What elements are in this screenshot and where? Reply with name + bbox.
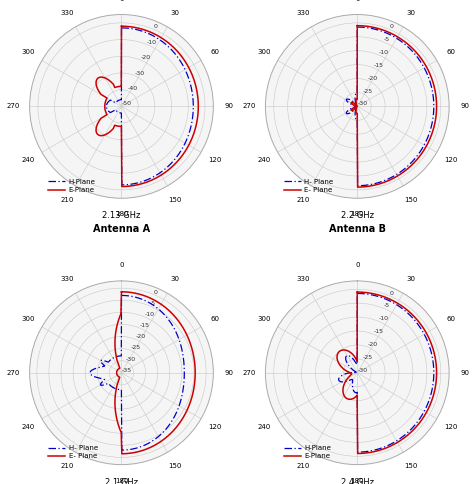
H-Plane xyxy=(114,108,119,114)
Text: Antenna A: Antenna A xyxy=(93,224,150,234)
H-Plane xyxy=(190,115,195,121)
E-Plane xyxy=(104,112,110,118)
Line: E- Plane: E- Plane xyxy=(351,26,437,187)
E-Plane xyxy=(118,23,124,29)
H- Plane xyxy=(181,359,187,365)
H-Plane xyxy=(355,290,360,296)
H-Plane xyxy=(355,290,360,296)
H-Plane xyxy=(408,313,414,319)
H-Plane xyxy=(430,357,436,363)
Line: E-Plane: E-Plane xyxy=(96,26,198,186)
H-Plane xyxy=(128,26,133,31)
H- Plane xyxy=(348,110,354,116)
H- Plane xyxy=(364,25,369,30)
E- Plane xyxy=(433,116,438,122)
Legend: H- Plane, E- Plane: H- Plane, E- Plane xyxy=(283,179,334,193)
Text: Antenna B: Antenna B xyxy=(329,224,386,234)
H-Plane xyxy=(118,25,124,31)
H- Plane xyxy=(106,381,112,387)
E- Plane xyxy=(355,104,360,109)
H- Plane xyxy=(355,24,360,30)
E- Plane xyxy=(410,45,415,51)
H- Plane xyxy=(344,110,349,116)
H- Plane xyxy=(181,380,187,386)
E-Plane xyxy=(173,46,179,52)
E-Plane xyxy=(93,128,99,134)
E-Plane xyxy=(410,312,415,318)
E-Plane xyxy=(128,24,133,30)
H- Plane xyxy=(355,24,360,30)
Legend: H- Plane, E- Plane: H- Plane, E- Plane xyxy=(48,445,98,459)
E- Plane xyxy=(115,373,121,379)
Legend: H-Plane, E-Plane: H-Plane, E-Plane xyxy=(48,179,95,193)
E- Plane xyxy=(351,107,356,113)
E- Plane xyxy=(355,23,360,29)
Legend: H-Plane, E-Plane: H-Plane, E-Plane xyxy=(283,445,331,459)
H- Plane xyxy=(99,382,105,388)
E-Plane xyxy=(194,90,200,96)
E-Plane xyxy=(118,23,124,29)
E- Plane xyxy=(117,375,123,380)
H-Plane xyxy=(190,91,195,97)
Line: H-Plane: H-Plane xyxy=(338,293,434,452)
E- Plane xyxy=(172,314,178,319)
E-Plane xyxy=(433,382,438,388)
Text: 2.13 GHz: 2.13 GHz xyxy=(102,211,141,220)
Line: H-Plane: H-Plane xyxy=(107,28,193,185)
H-Plane xyxy=(171,49,176,55)
E- Plane xyxy=(115,373,120,378)
H-Plane xyxy=(355,370,360,376)
Line: E- Plane: E- Plane xyxy=(115,292,195,454)
H-Plane xyxy=(430,382,436,388)
E-Plane xyxy=(344,377,349,383)
Text: 2.2 GHz: 2.2 GHz xyxy=(341,211,374,220)
H-Plane xyxy=(118,25,124,31)
E- Plane xyxy=(355,23,360,29)
E-Plane xyxy=(194,116,200,121)
E-Plane xyxy=(96,118,102,124)
H- Plane xyxy=(355,104,360,109)
H- Plane xyxy=(430,116,436,121)
E- Plane xyxy=(348,107,354,113)
E- Plane xyxy=(191,381,197,387)
H- Plane xyxy=(118,292,124,298)
H-Plane xyxy=(340,379,346,385)
E-Plane xyxy=(341,383,346,389)
E- Plane xyxy=(364,23,369,29)
H- Plane xyxy=(128,293,133,299)
H- Plane xyxy=(167,319,173,325)
E- Plane xyxy=(433,90,438,96)
H-Plane xyxy=(113,107,118,113)
E-Plane xyxy=(349,371,355,377)
E- Plane xyxy=(118,289,124,295)
E-Plane xyxy=(364,290,369,296)
H- Plane xyxy=(430,91,436,96)
H-Plane xyxy=(118,110,124,116)
E- Plane xyxy=(191,357,197,363)
E- Plane xyxy=(118,289,124,295)
Line: H- Plane: H- Plane xyxy=(90,295,184,450)
E-Plane xyxy=(355,289,360,295)
Line: H- Plane: H- Plane xyxy=(346,27,434,186)
H-Plane xyxy=(364,291,369,297)
Text: 2.4 GHz: 2.4 GHz xyxy=(341,478,374,484)
H- Plane xyxy=(408,47,414,53)
H- Plane xyxy=(118,292,124,298)
E-Plane xyxy=(355,289,360,295)
H- Plane xyxy=(118,387,124,393)
Line: E-Plane: E-Plane xyxy=(337,292,437,454)
H-Plane xyxy=(346,378,352,383)
E- Plane xyxy=(128,289,134,295)
E-Plane xyxy=(433,356,438,362)
Text: 2.1 GHz: 2.1 GHz xyxy=(105,478,138,484)
